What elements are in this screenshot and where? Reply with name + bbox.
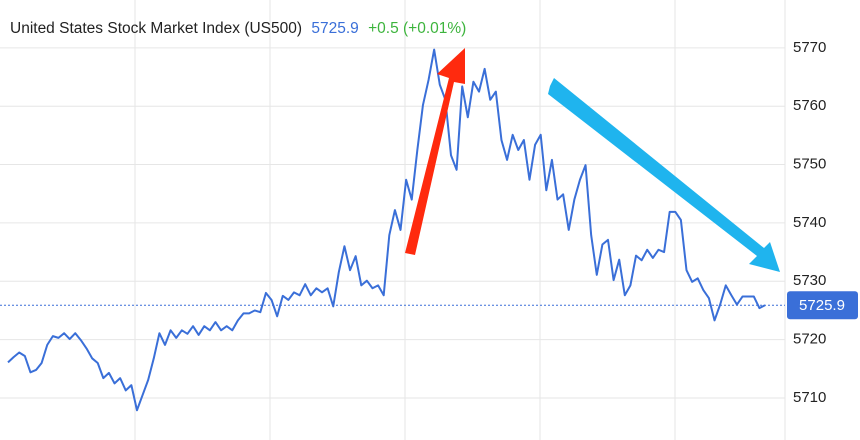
price-line <box>7 48 766 412</box>
grid <box>0 47 785 399</box>
y-tick-label: 5730 <box>793 272 826 289</box>
vertical-grid <box>134 0 786 440</box>
y-tick-label: 5740 <box>793 214 826 231</box>
price-tag-label: 5725.9 <box>799 297 845 314</box>
y-tick-label: 5770 <box>793 39 826 56</box>
title-group: United States Stock Market Index (US500)… <box>10 20 466 37</box>
change: +0.5 (+0.01%) <box>368 20 466 37</box>
price-tag-group: 5725.9 <box>787 291 858 320</box>
y-tick-label: 5750 <box>793 156 826 173</box>
y-tick-label: 5760 <box>793 97 826 114</box>
y-tick-label: 5720 <box>793 331 826 348</box>
down-arrow <box>548 78 780 272</box>
price: 5725.9 <box>311 20 358 37</box>
chart-title: United States Stock Market Index (US500) <box>10 20 302 37</box>
y-tick-label: 5710 <box>793 389 826 406</box>
price-tag <box>787 291 858 320</box>
plot <box>0 48 785 412</box>
up-arrow <box>405 48 465 255</box>
